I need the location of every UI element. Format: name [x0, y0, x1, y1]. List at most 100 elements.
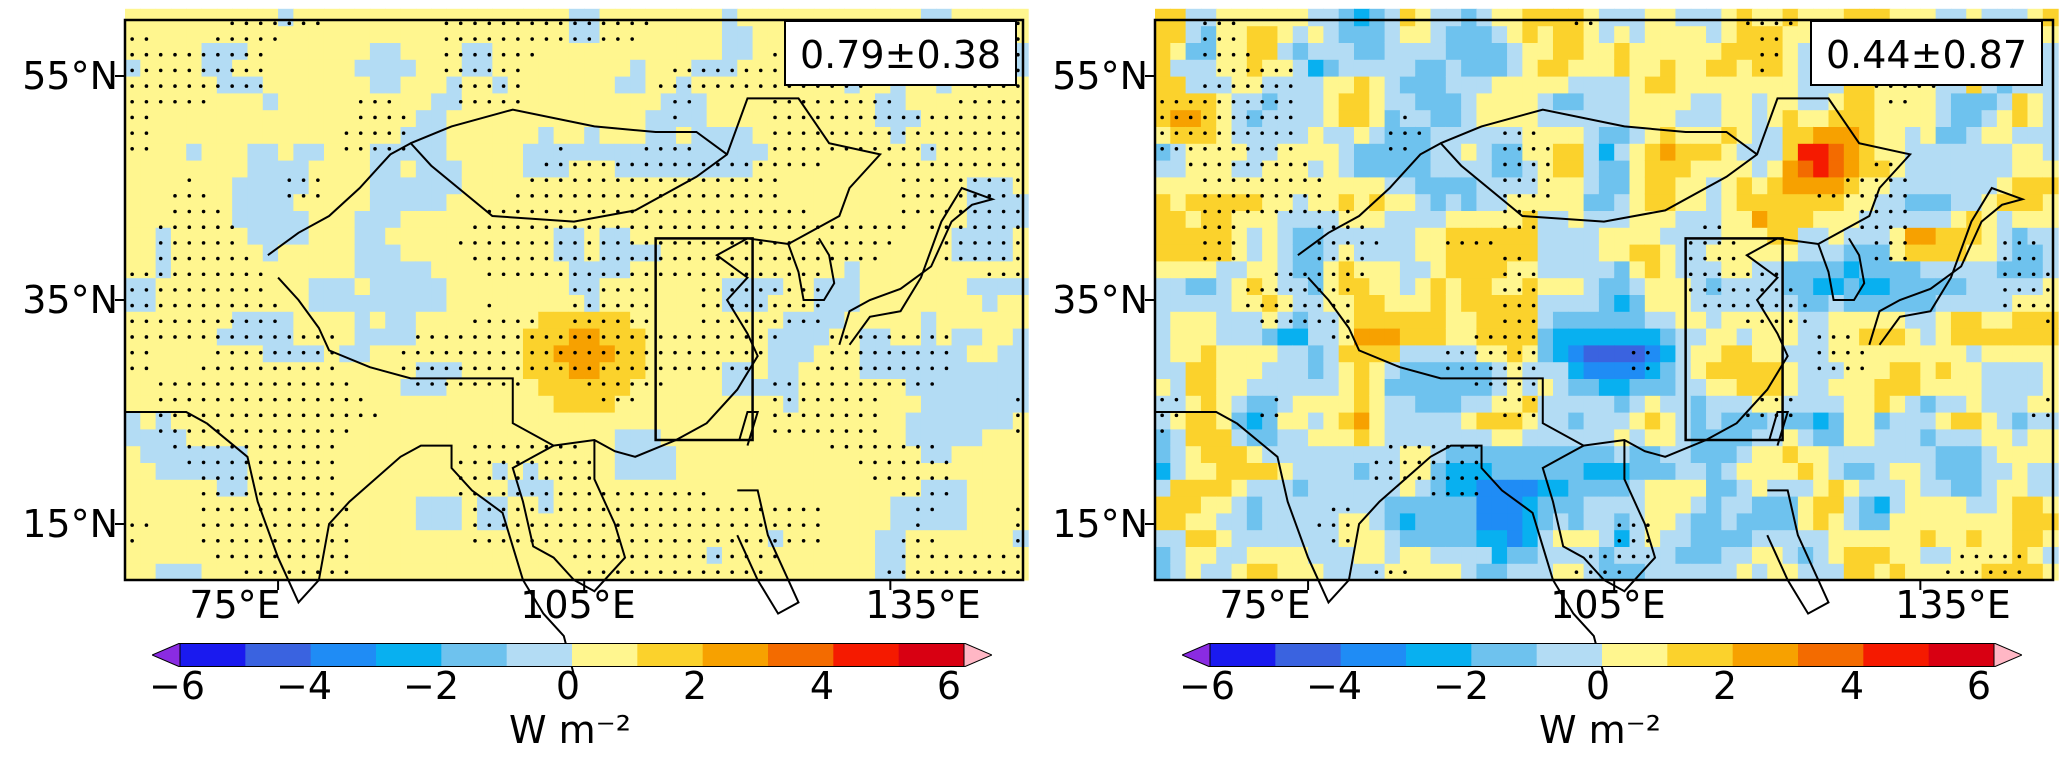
field-cell — [1155, 378, 1171, 396]
field-cell — [323, 445, 340, 463]
field-cell — [201, 462, 218, 480]
field-cell — [568, 143, 585, 161]
field-cell — [1874, 126, 1891, 144]
field-cell — [1736, 109, 1753, 127]
field-cell — [1323, 176, 1340, 195]
field-cell — [125, 412, 141, 430]
field-cell — [1308, 126, 1324, 144]
field-cell — [507, 193, 524, 211]
field-cell — [1338, 428, 1355, 447]
field-cell — [875, 412, 891, 430]
field-cell — [1690, 227, 1707, 245]
field-cell — [1583, 378, 1600, 396]
field-cell — [553, 479, 570, 497]
field-cell — [584, 42, 601, 60]
field-cell — [400, 42, 417, 60]
field-cell — [1644, 462, 1661, 480]
field-cell — [630, 227, 647, 245]
field-cell — [247, 193, 264, 211]
stipple-dot — [258, 366, 263, 371]
field-cell — [951, 244, 968, 262]
field-cell — [920, 496, 937, 514]
field-cell — [1415, 445, 1432, 463]
field-cell — [461, 277, 478, 295]
stipple-dot — [344, 413, 349, 418]
field-cell — [1246, 311, 1263, 329]
field-cell — [1461, 8, 1478, 27]
field-cell — [369, 344, 386, 363]
field-cell — [844, 109, 861, 127]
field-cell — [660, 344, 677, 363]
field-cell — [1660, 244, 1677, 262]
field-cell — [844, 260, 861, 279]
stipple-dot — [673, 99, 677, 104]
field-cell — [232, 193, 249, 211]
field-cell — [767, 512, 784, 531]
field-cell — [966, 496, 983, 514]
stipple-dot — [630, 241, 634, 245]
stipple-dot — [601, 241, 606, 245]
field-cell — [125, 260, 141, 279]
field-cell — [1598, 512, 1615, 531]
field-cell — [232, 546, 249, 564]
field-cell — [599, 496, 616, 514]
stipple-dot — [944, 162, 949, 167]
field-cell — [767, 277, 784, 295]
stipple-dot — [658, 147, 663, 151]
field-cell — [829, 311, 846, 329]
field-cell — [385, 109, 402, 127]
stipple-dot — [573, 335, 577, 339]
field-cell — [1216, 344, 1233, 363]
stipple-dot — [587, 21, 592, 26]
field-cell — [997, 193, 1014, 211]
stipple-dot — [244, 350, 249, 355]
field-cell — [369, 445, 386, 463]
field-cell — [1736, 361, 1753, 379]
stipple-dot — [487, 303, 492, 308]
field-cell — [247, 378, 264, 396]
field-cell — [614, 227, 631, 245]
field-cell — [339, 529, 356, 547]
field-cell — [1292, 344, 1309, 363]
field-cell — [1200, 378, 1217, 396]
stipple-dot — [816, 429, 820, 433]
field-cell — [660, 227, 677, 245]
field-cell — [186, 8, 203, 27]
field-cell — [1369, 25, 1386, 43]
stipple-dot — [501, 366, 506, 371]
field-cell — [1262, 92, 1279, 111]
field-cell — [1277, 193, 1294, 211]
field-cell — [721, 479, 738, 497]
field-cell — [415, 143, 432, 161]
field-cell — [201, 25, 218, 43]
field-cell — [1353, 143, 1370, 161]
field-cell — [1843, 529, 1860, 547]
stipple-dot — [216, 209, 220, 214]
field-cell — [140, 328, 157, 346]
field-cell — [1384, 25, 1401, 43]
field-cell — [247, 328, 264, 346]
field-cell — [1200, 176, 1217, 195]
field-cell — [1430, 395, 1447, 413]
stipple-dot — [730, 68, 734, 73]
coastline — [267, 97, 883, 458]
field-cell — [890, 92, 907, 111]
stipple-dot — [387, 131, 392, 135]
field-cell — [369, 92, 386, 111]
field-cell — [691, 143, 708, 161]
field-cell — [890, 328, 907, 346]
stipple-dot — [801, 115, 806, 120]
stipple-dot — [230, 225, 234, 229]
field-cell — [1445, 244, 1462, 262]
field-cell — [1660, 59, 1677, 77]
field-cell — [369, 210, 386, 228]
field-cell — [201, 344, 218, 363]
field-cell — [201, 445, 218, 463]
field-cell — [1782, 176, 1799, 195]
stipple-dot — [530, 350, 534, 355]
stipple-dot — [730, 366, 734, 371]
field-cell — [1445, 210, 1462, 228]
field-cell — [1277, 210, 1294, 228]
stipple-dot — [458, 99, 463, 104]
field-cell — [232, 210, 249, 228]
